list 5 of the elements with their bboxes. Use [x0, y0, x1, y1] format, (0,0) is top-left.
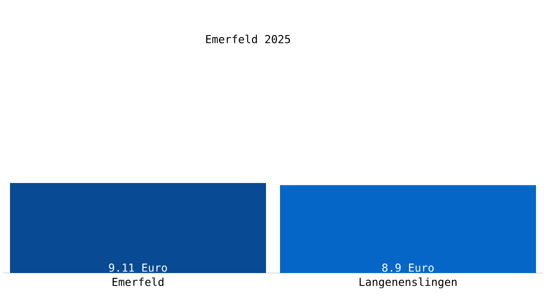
data-label: 8.9 Euro: [382, 264, 434, 272]
x-tick-label: Langenenslingen: [360, 278, 457, 288]
chart-title: Emerfeld 2025: [206, 34, 290, 44]
data-label: 9.11 Euro: [108, 264, 167, 272]
x-tick-label: Emerfeld: [112, 278, 164, 286]
